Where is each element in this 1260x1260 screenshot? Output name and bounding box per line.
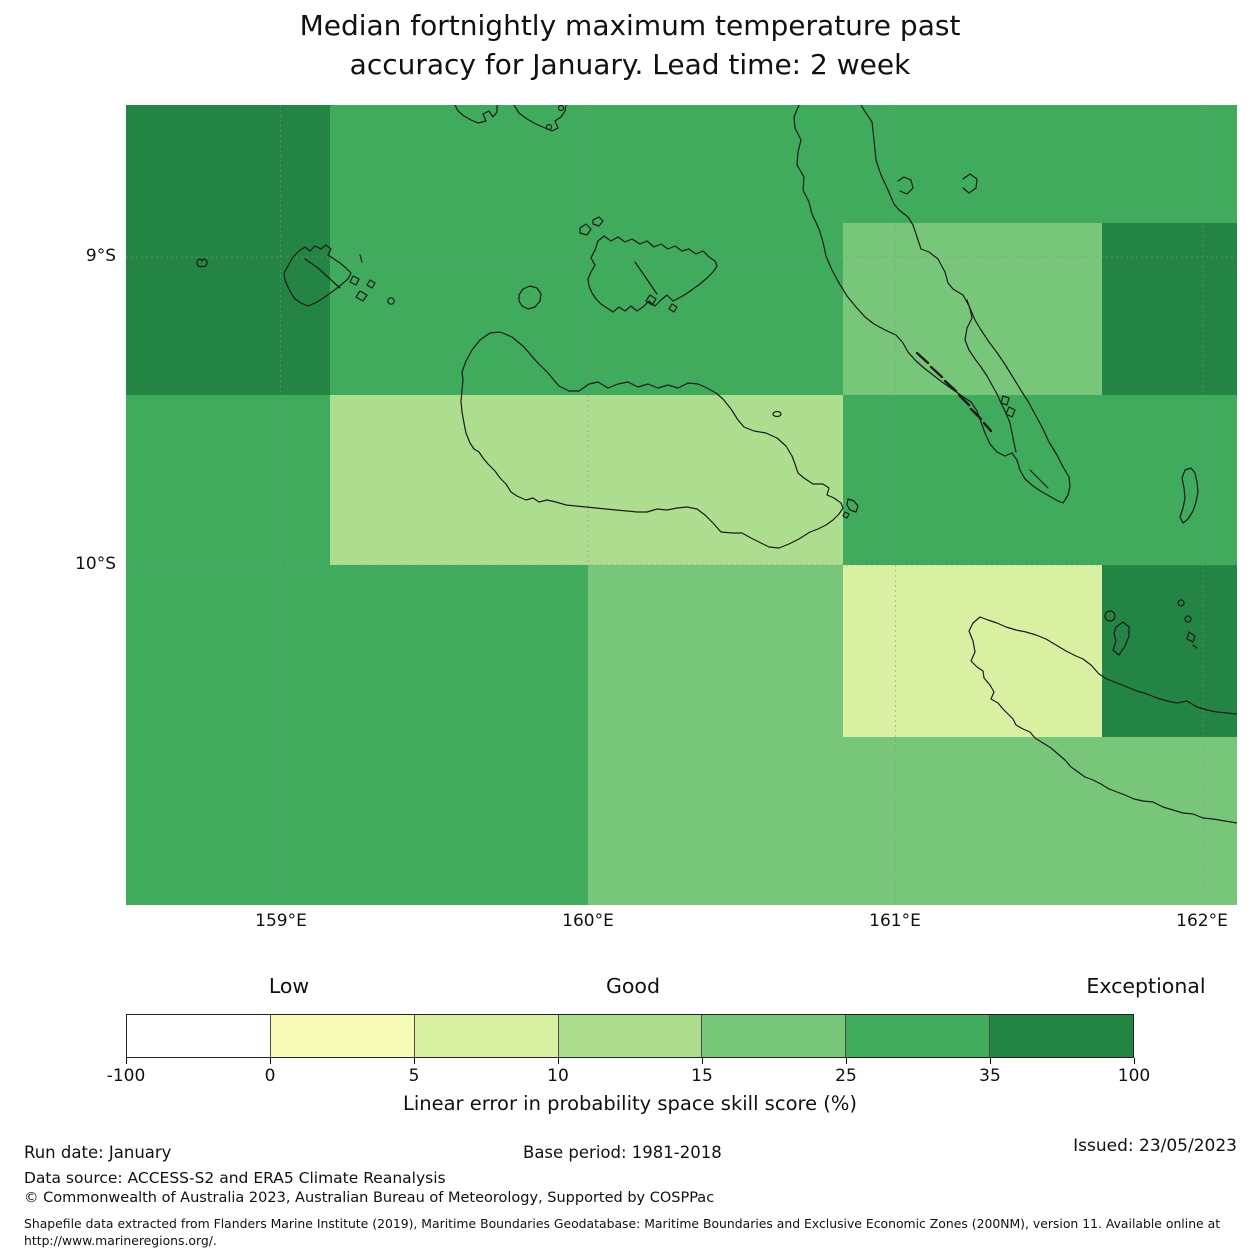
colorbar-segment (269, 1015, 414, 1057)
coast-cluster-west-strait (304, 258, 341, 289)
colorbar-tick (269, 1058, 271, 1064)
coast-islet (668, 303, 678, 313)
colorbar-axis-label: Linear error in probability space skill … (402, 1092, 858, 1115)
footer-issued: Issued: 23/05/2023 (1073, 1136, 1237, 1156)
map-cell (330, 395, 843, 565)
coast-guadalcanal (460, 331, 844, 549)
coast-islet (579, 223, 592, 236)
coast-islet (772, 410, 782, 418)
coast-choiseul-tip-west (454, 105, 498, 124)
coast-islet (592, 216, 604, 227)
colorbar-segment (701, 1015, 846, 1057)
colorbar-segment (845, 1015, 990, 1057)
coast-islet (545, 123, 553, 131)
map-cell (843, 565, 1102, 737)
colorbar-tick (413, 1058, 415, 1064)
colorbar-region-label: Low (268, 974, 310, 998)
footer-shapefile-line1: Shapefile data extracted from Flanders M… (24, 1216, 1221, 1231)
coast-islet (1177, 599, 1185, 607)
coast-islet (1104, 610, 1116, 622)
coast-islet (359, 254, 363, 263)
colorbar-segment (127, 1015, 270, 1057)
map-cell (1102, 565, 1237, 737)
coast-islet (1112, 621, 1130, 656)
coast-islet (846, 498, 859, 513)
coast-cluster-west (283, 244, 352, 307)
x-axis-tick-label: 162°E (1176, 911, 1228, 931)
colorbar-tick-label: 0 (264, 1066, 276, 1086)
coast-islet (349, 275, 360, 286)
y-axis-tick-label: 10°S (75, 554, 116, 574)
coast-santa-isabel-inlet (964, 299, 1017, 453)
map-cells-layer (126, 105, 1237, 905)
colorbar-tick (989, 1058, 991, 1064)
coast-islet (1000, 395, 1010, 406)
x-axis-tick-label: 159°E (255, 911, 307, 931)
colorbar-tick-label: 5 (408, 1066, 420, 1086)
x-axis-tick-label: 160°E (562, 911, 614, 931)
coast-round-island (518, 285, 542, 310)
map-plot (126, 105, 1237, 905)
colorbar-tick-label: 100 (1117, 1066, 1151, 1086)
coast-islet-heart (196, 258, 208, 268)
coast-makira-north (972, 616, 1237, 715)
coast-islet (355, 290, 368, 302)
coastline-layer (196, 105, 1237, 824)
footer-base-period: Base period: 1981-2018 (523, 1143, 722, 1162)
footer-shapefile-line2: http://www.marineregions.org/. (24, 1233, 217, 1248)
coast-islet (1184, 615, 1192, 623)
colorbar-tick-label: 35 (979, 1066, 1001, 1086)
colorbar-segment (413, 1015, 558, 1057)
coast-islet (1192, 644, 1198, 649)
colorbar-tick-label: -100 (106, 1066, 146, 1086)
colorbar-tick (125, 1058, 127, 1064)
figure-title-line2: accuracy for January. Lead time: 2 week (349, 48, 911, 81)
coast-choiseul-tip-east (513, 105, 567, 132)
x-axis-tick-label: 161°E (869, 911, 921, 931)
map-cell (126, 105, 330, 395)
coast-cluster-east-strait (634, 261, 658, 295)
footer-run-date: Run date: January (24, 1143, 172, 1162)
coast-islet (1005, 406, 1016, 418)
map-cell (1102, 223, 1237, 395)
coast-sliver-islets (915, 351, 993, 433)
coast-ulawa (1179, 467, 1199, 524)
colorbar-region-label: Good (606, 974, 660, 998)
footer-data-source: Data source: ACCESS-S2 and ERA5 Climate … (24, 1169, 446, 1187)
figure-title-line1: Median fortnightly maximum temperature p… (299, 9, 961, 42)
coast-cluster-east (587, 235, 718, 313)
coast-bay-hook (897, 176, 914, 195)
colorbar-region-label: Exceptional (1086, 974, 1206, 998)
coast-makira-south (968, 622, 1237, 824)
map-cell (843, 223, 1102, 395)
colorbar-tick-label: 10 (547, 1066, 569, 1086)
footer-copyright: © Commonwealth of Australia 2023, Austra… (24, 1190, 715, 1206)
coast-islet (842, 511, 850, 519)
coast-strait-line (1029, 469, 1049, 489)
coastlines-svg (126, 105, 1237, 905)
colorbar-tick (557, 1058, 559, 1064)
colorbar-tick (1133, 1058, 1135, 1064)
colorbar-tick (845, 1058, 847, 1064)
coast-islet (557, 105, 565, 112)
colorbar-tick-label: 25 (835, 1066, 857, 1086)
colorbar-segment (989, 1015, 1134, 1057)
coast-santa-isabel (793, 105, 1071, 504)
colorbar-tick-label: 15 (691, 1066, 713, 1086)
colorbar (126, 1014, 1134, 1058)
coast-bay-hook (962, 173, 978, 194)
colorbar-segment (557, 1015, 702, 1057)
coast-islet (366, 279, 376, 289)
colorbar-tick (701, 1058, 703, 1064)
coast-islet (387, 297, 395, 305)
y-axis-tick-label: 9°S (85, 246, 116, 266)
coast-islet (645, 294, 657, 306)
coast-islet (1186, 631, 1196, 643)
graticule-layer (126, 105, 1237, 905)
